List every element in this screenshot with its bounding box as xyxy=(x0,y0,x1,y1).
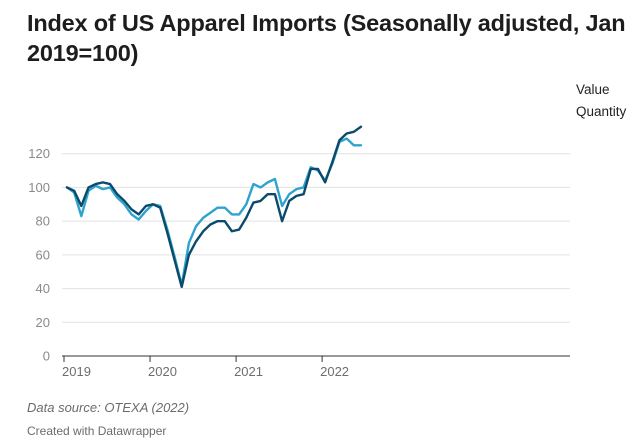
series-line-value xyxy=(65,125,363,289)
series-label-quantity: Quantity xyxy=(576,104,627,119)
x-tick-label: 2020 xyxy=(148,364,177,379)
grid: 0 20 40 60 80 100 120 xyxy=(28,146,570,364)
series-labels: Value Quantity xyxy=(576,82,627,119)
chart-title: Index of US Apparel Imports (Seasonally … xyxy=(27,10,626,66)
y-tick-label: 0 xyxy=(43,349,50,364)
x-tick-label: 2021 xyxy=(234,364,263,379)
y-tick-label: 120 xyxy=(28,146,50,161)
data-source: Data source: OTEXA (2022) xyxy=(27,400,190,415)
series-label-value: Value xyxy=(576,82,610,97)
y-tick-label: 40 xyxy=(36,281,50,296)
credit-line: Created with Datawrapper xyxy=(27,424,167,438)
y-tick-label: 60 xyxy=(36,247,50,262)
y-tick-label: 20 xyxy=(36,315,50,330)
y-tick-label: 80 xyxy=(36,214,50,229)
series-lines xyxy=(65,125,363,289)
y-tick-label: 100 xyxy=(28,180,50,195)
x-axis: 2019 2020 2021 2022 xyxy=(62,355,570,379)
x-tick-label: 2019 xyxy=(62,364,91,379)
x-tick-label: 2022 xyxy=(320,364,349,379)
series-line-quantity xyxy=(65,137,363,287)
